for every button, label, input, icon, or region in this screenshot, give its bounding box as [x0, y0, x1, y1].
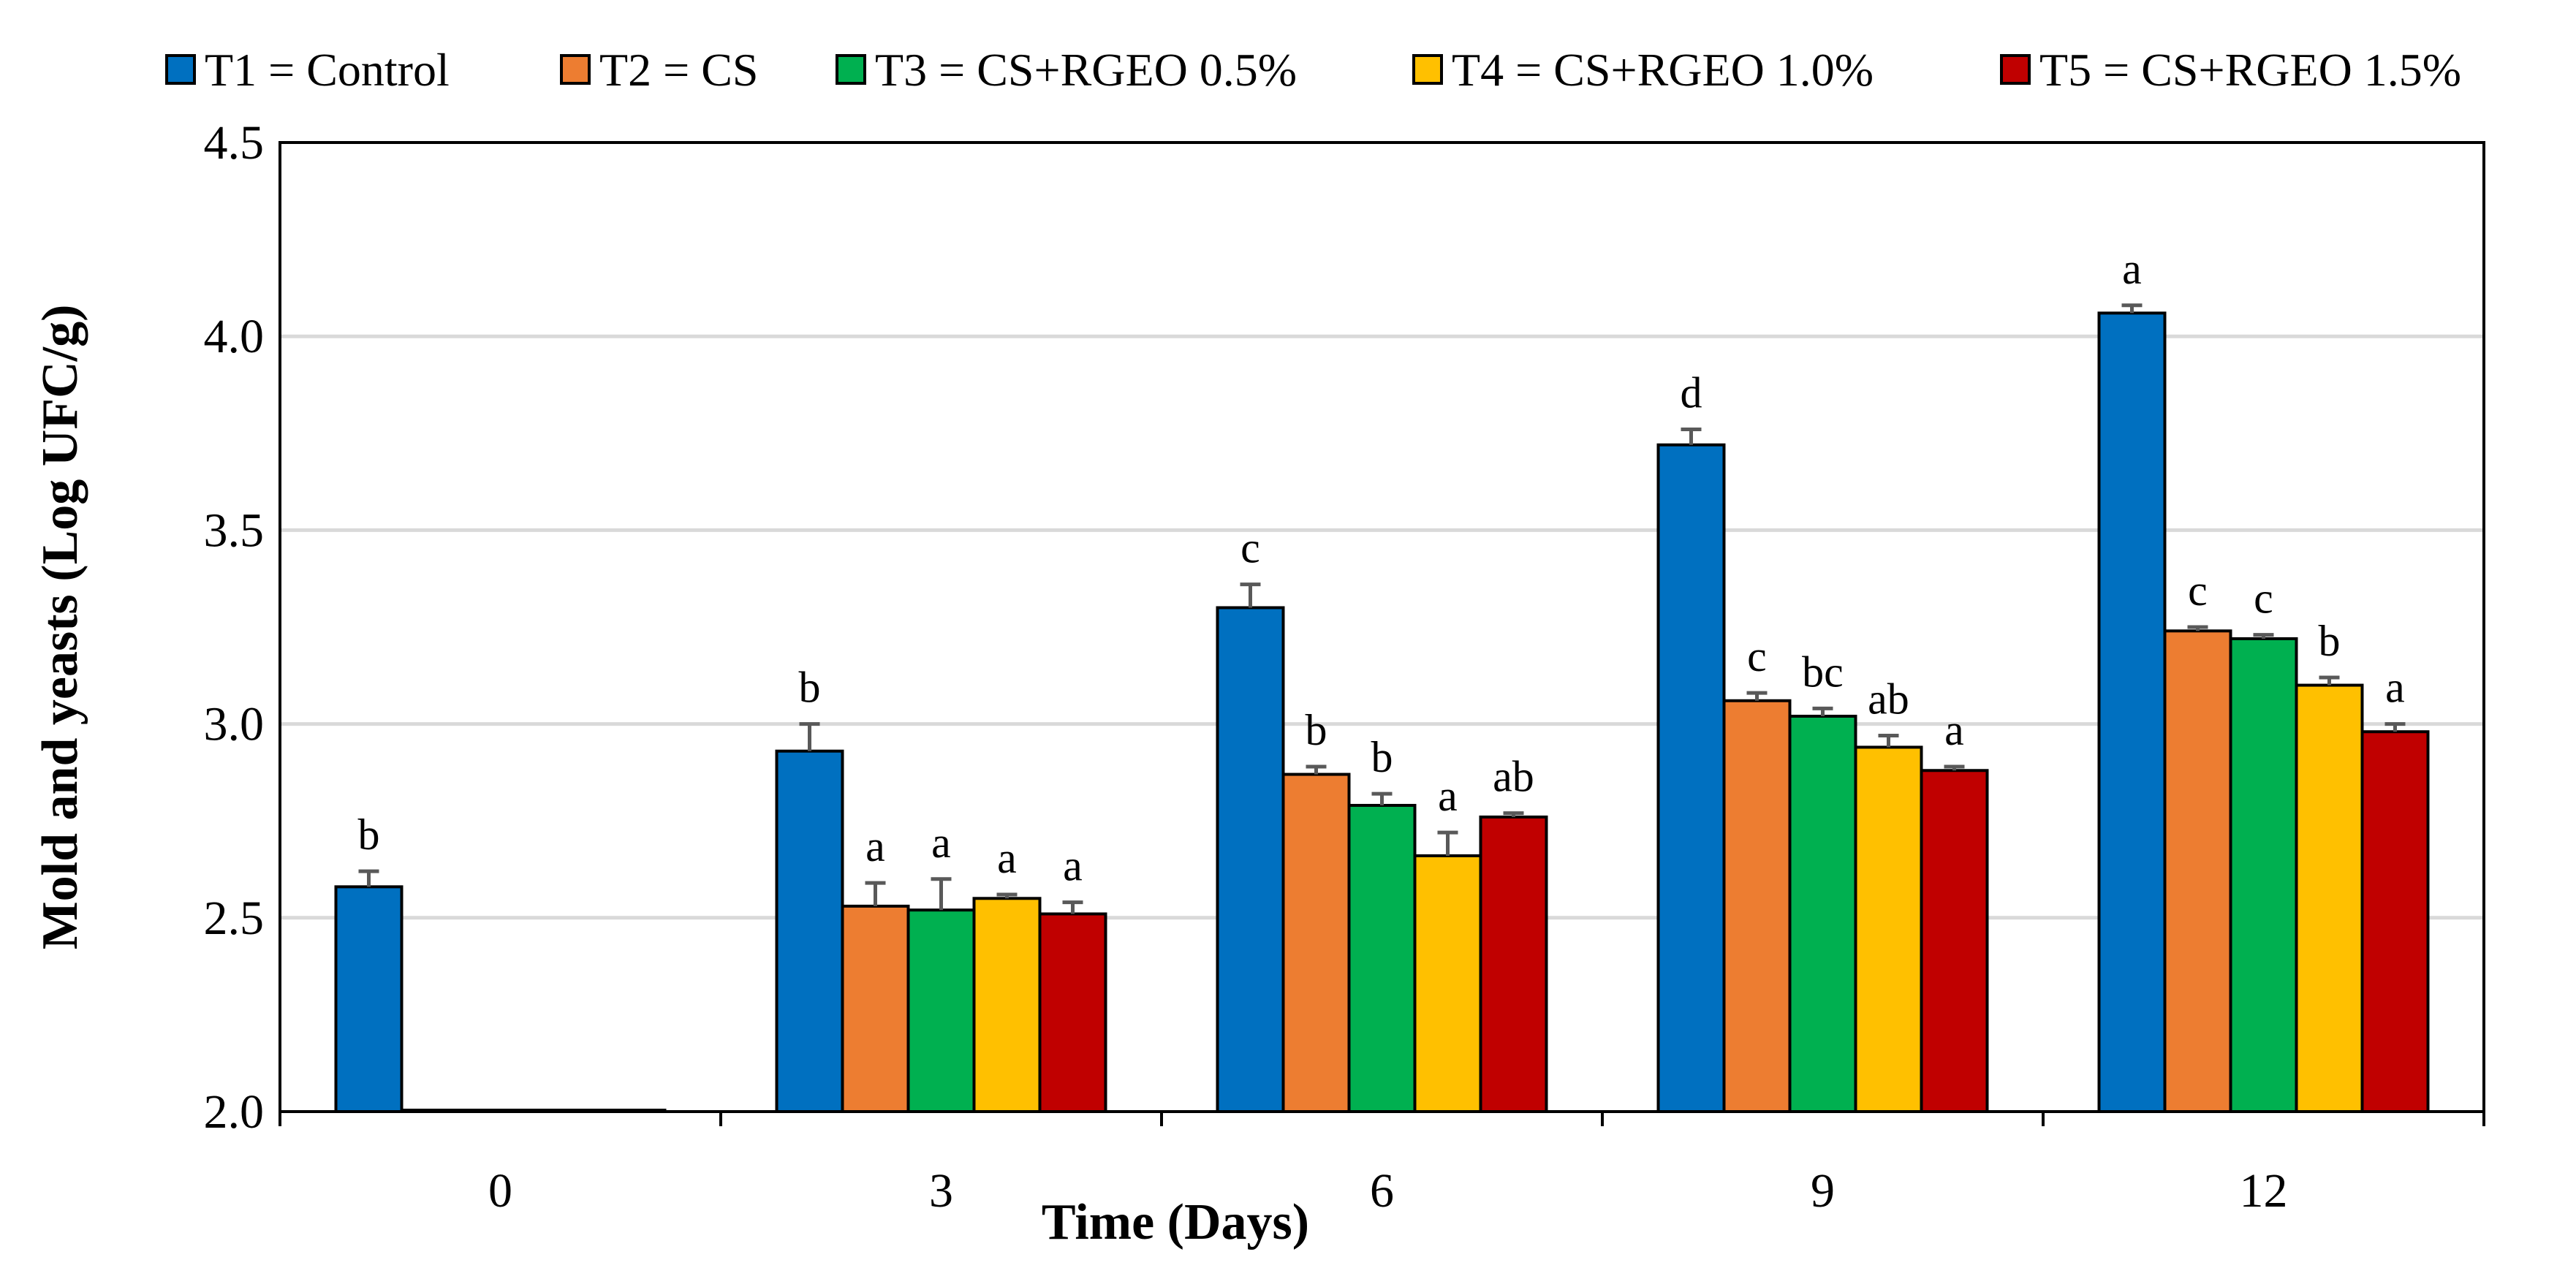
- legend-label: T4 = CS+RGEO 1.0%: [1452, 44, 1874, 96]
- bar: [1038, 912, 1107, 1113]
- bar: [2097, 311, 2167, 1114]
- significance-letter: a: [865, 822, 885, 870]
- bar: [2360, 730, 2430, 1113]
- significance-letter: a: [997, 834, 1017, 882]
- significance-letter: c: [2254, 574, 2273, 623]
- y-axis-ticks: 2.0 2.5 3.0 3.5 4.0 4.5: [204, 116, 265, 1139]
- legend-label: T3 = CS+RGEO 0.5%: [875, 44, 1297, 96]
- plot-area-frame: [279, 141, 2485, 1113]
- significance-letter: ab: [1493, 753, 1534, 801]
- significance-letter: a: [1063, 842, 1083, 890]
- significance-letter: b: [358, 810, 380, 859]
- significance-letter: a: [2385, 664, 2405, 712]
- x-tick-label: 0: [488, 1164, 512, 1218]
- y-tick-label: 4.5: [204, 116, 265, 170]
- bar: [1281, 772, 1351, 1113]
- significance-letter: a: [2122, 245, 2142, 293]
- bar: [1216, 606, 1285, 1113]
- bar: [1413, 854, 1482, 1114]
- bar: [972, 897, 1042, 1114]
- legend-label: T1 = Control: [205, 44, 450, 96]
- bar: [1788, 714, 1857, 1113]
- bar: [2295, 683, 2364, 1113]
- x-axis-title: Time (Days): [1042, 1194, 1309, 1250]
- bar: [1722, 699, 1792, 1113]
- legend-swatch: [560, 54, 591, 85]
- significance-letter: b: [1306, 706, 1327, 754]
- significance-letter: a: [1438, 772, 1458, 820]
- y-tick-label: 2.5: [204, 892, 265, 945]
- significance-letter: b: [1371, 733, 1393, 781]
- legend-label: T2 = CS: [599, 44, 758, 96]
- bar: [906, 908, 976, 1114]
- bars: [334, 311, 2430, 1114]
- legend-swatch: [836, 54, 866, 85]
- y-tick-label: 3.5: [204, 504, 265, 557]
- significance-letter: c: [1747, 632, 1767, 680]
- bar: [775, 749, 844, 1114]
- legend: T1 = Control T2 = CS T3 = CS+RGEO 0.5% T4 =…: [165, 44, 2461, 96]
- y-tick-label: 3.0: [204, 698, 265, 751]
- significance-letter: a: [931, 819, 951, 867]
- x-tick-label: 12: [2240, 1164, 2288, 1218]
- legend-swatch: [1412, 54, 1443, 85]
- significance-letter: ab: [1868, 675, 1909, 724]
- significance-letter: bc: [1802, 648, 1844, 696]
- significance-letter: c: [1240, 524, 1260, 572]
- bar: [2229, 637, 2298, 1113]
- significance-letter: d: [1681, 368, 1702, 417]
- significance-letter: b: [799, 664, 821, 712]
- bar: [841, 904, 910, 1113]
- bar: [1920, 769, 1989, 1114]
- error-bars: [358, 303, 2406, 914]
- legend-swatch: [2000, 54, 2031, 85]
- x-tick-label: 3: [929, 1164, 953, 1218]
- y-tick-label: 4.0: [204, 310, 265, 363]
- bar: [1479, 815, 1548, 1113]
- x-tick-label: 6: [1370, 1164, 1394, 1218]
- x-tick-label: 9: [1811, 1164, 1835, 1218]
- significance-letter: a: [1944, 706, 1964, 754]
- bar: [334, 885, 404, 1114]
- significance-letter: c: [2188, 566, 2208, 615]
- x-axis-ticks: 0 3 6 9 12: [279, 1112, 2485, 1218]
- legend-swatch: [165, 54, 196, 85]
- y-axis-title: Mold and yeasts (Log UFC/g): [32, 305, 88, 950]
- significance-letter: b: [2319, 617, 2341, 665]
- bar: [1854, 745, 1923, 1113]
- y-tick-label: 2.0: [204, 1085, 265, 1139]
- bar: [2163, 629, 2232, 1113]
- bar: [1347, 803, 1417, 1113]
- bar: [1656, 443, 1726, 1113]
- legend-label: T5 = CS+RGEO 1.5%: [2039, 44, 2461, 96]
